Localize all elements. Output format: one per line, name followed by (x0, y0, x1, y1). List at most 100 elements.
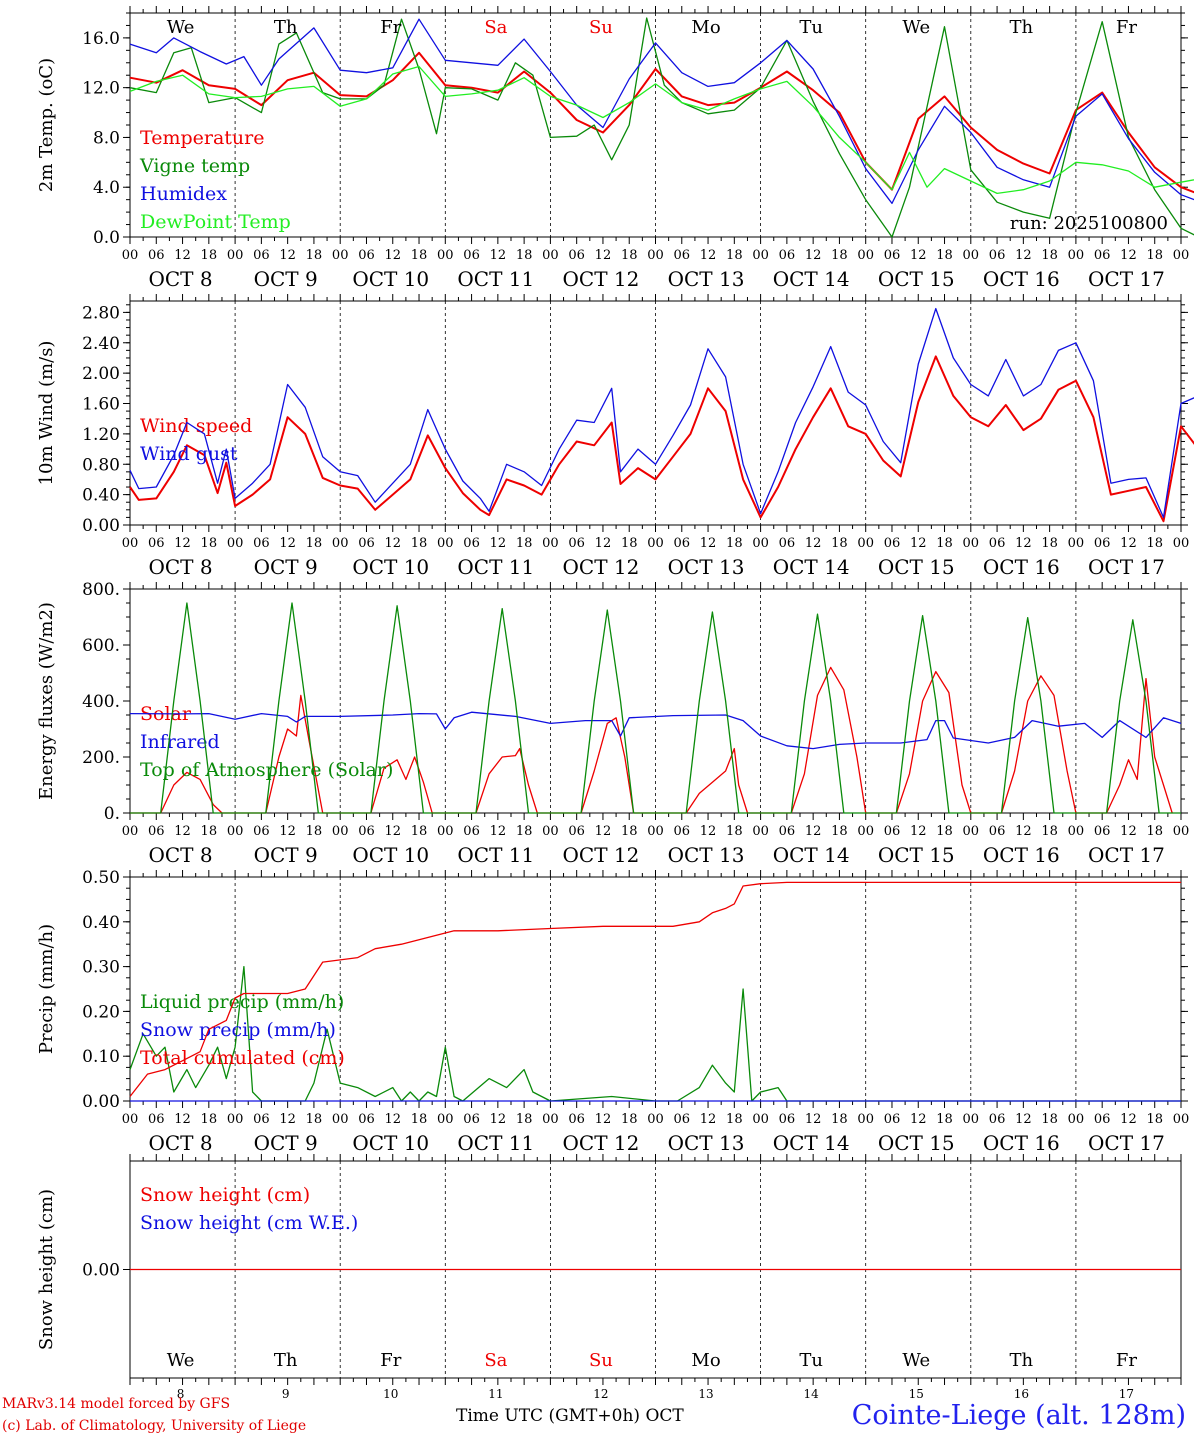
x-tick-label: 00 (332, 824, 349, 839)
x-tick-label: 12 (1120, 536, 1137, 551)
day-label: OCT 13 (668, 267, 745, 291)
x-tick-label: 00 (752, 1112, 769, 1127)
x-tick-label: 00 (122, 1112, 139, 1127)
series-line-top-of-atmosphere-solar- (130, 602, 1181, 814)
x-tick-label: 00 (857, 1112, 874, 1127)
run-annotation: run: 2025100800 (1010, 213, 1168, 234)
x-tick-label: 12 (490, 536, 507, 551)
x-tick-label: 06 (358, 536, 375, 551)
x-tick-label: 00 (857, 248, 874, 263)
x-tick-label: 18 (201, 248, 218, 263)
x-tick-label: 18 (1146, 1112, 1163, 1127)
day-number: 13 (698, 1387, 713, 1401)
x-tick-label: 12 (595, 1112, 612, 1127)
day-label: OCT 15 (878, 555, 955, 579)
day-label: OCT 12 (563, 843, 640, 867)
x-tick-label: 06 (148, 1112, 165, 1127)
y-tick-label: 0.80 (82, 455, 120, 475)
x-tick-label: 12 (1015, 248, 1032, 263)
x-tick-label: 12 (174, 824, 191, 839)
y-tick-label: 0.40 (82, 913, 120, 933)
x-tick-label: 18 (1146, 248, 1163, 263)
x-tick-label: 06 (989, 824, 1006, 839)
y-tick-label: 2.80 (82, 303, 120, 323)
y-tick-label: 0.10 (82, 1047, 120, 1067)
x-tick-label: 00 (963, 1112, 980, 1127)
x-tick-label: 18 (306, 1112, 323, 1127)
weekday-label-top: Fr (1116, 17, 1137, 38)
legend-entry: Wind gust (140, 443, 238, 465)
x-tick-label: 00 (752, 248, 769, 263)
x-tick-label: 18 (621, 536, 638, 551)
x-tick-label: 00 (647, 824, 664, 839)
x-tick-label: 18 (936, 248, 953, 263)
weekday-label-top: We (902, 17, 930, 38)
day-label: OCT 12 (563, 555, 640, 579)
x-tick-label: 06 (568, 248, 585, 263)
weekday-label-top: Sa (484, 17, 507, 38)
x-tick-label: 06 (989, 248, 1006, 263)
day-label: OCT 13 (668, 843, 745, 867)
legend-entry: Snow height (cm W.E.) (140, 1212, 358, 1234)
panel-frame (129, 12, 1182, 238)
weekday-label-top: Tu (799, 17, 823, 38)
day-number: 8 (177, 1387, 185, 1401)
x-tick-label: 00 (122, 536, 139, 551)
x-tick-label: 12 (805, 248, 822, 263)
x-tick-label: 00 (122, 248, 139, 263)
x-tick-label: 06 (463, 1112, 480, 1127)
day-label: OCT 10 (352, 555, 429, 579)
x-tick-label: 12 (910, 248, 927, 263)
weekday-label-bottom: We (167, 1350, 195, 1371)
x-tick-label: 00 (647, 248, 664, 263)
x-tick-label: 18 (621, 1112, 638, 1127)
x-tick-label: 06 (148, 824, 165, 839)
x-tick-label: 06 (674, 248, 691, 263)
x-tick-label: 18 (726, 824, 743, 839)
x-tick-label: 18 (1146, 824, 1163, 839)
x-tick-label: 18 (831, 248, 848, 263)
day-label: OCT 13 (668, 1131, 745, 1155)
x-tick-label: 06 (884, 1112, 901, 1127)
x-tick-label: 00 (437, 248, 454, 263)
x-tick-label: 12 (490, 824, 507, 839)
series-line-dewpoint-temp (129, 65, 1194, 195)
x-tick-label: 00 (1173, 1112, 1190, 1127)
x-tick-label: 18 (726, 536, 743, 551)
x-tick-label: 18 (201, 536, 218, 551)
x-tick-label: 00 (647, 536, 664, 551)
x-tick-label: 00 (752, 536, 769, 551)
x-tick-label: 12 (1015, 1112, 1032, 1127)
y-tick-label: 16.0 (82, 29, 120, 49)
x-tick-label: 06 (568, 1112, 585, 1127)
day-number: 9 (282, 1387, 290, 1401)
x-tick-label: 00 (963, 824, 980, 839)
x-tick-label: 00 (963, 248, 980, 263)
model-credit: MARv3.14 model forced by GFS (2, 1396, 231, 1412)
day-label: OCT 11 (457, 555, 534, 579)
day-number: 14 (804, 1387, 820, 1401)
day-label: OCT 14 (773, 555, 850, 579)
y-tick-label: 0.30 (82, 958, 120, 978)
x-tick-label: 00 (857, 536, 874, 551)
x-tick-label: 06 (463, 536, 480, 551)
day-number: 11 (488, 1387, 503, 1401)
legend-entry: DewPoint Temp (140, 211, 291, 233)
day-label: OCT 15 (878, 267, 955, 291)
x-tick-label: 12 (910, 536, 927, 551)
day-number: 15 (909, 1387, 924, 1401)
x-tick-label: 00 (1068, 248, 1085, 263)
x-tick-label: 18 (516, 248, 533, 263)
x-tick-label: 12 (174, 248, 191, 263)
x-tick-label: 18 (936, 1112, 953, 1127)
x-tick-label: 00 (1173, 248, 1190, 263)
y-axis-label: 2m Temp. (oC) (36, 58, 57, 192)
x-tick-label: 18 (936, 824, 953, 839)
x-tick-label: 06 (989, 536, 1006, 551)
day-label: OCT 8 (148, 555, 212, 579)
x-tick-label: 06 (253, 1112, 270, 1127)
y-tick-label: 8.0 (93, 128, 120, 148)
x-tick-label: 06 (1094, 536, 1111, 551)
day-label: OCT 11 (457, 1131, 534, 1155)
day-label: OCT 8 (148, 267, 212, 291)
